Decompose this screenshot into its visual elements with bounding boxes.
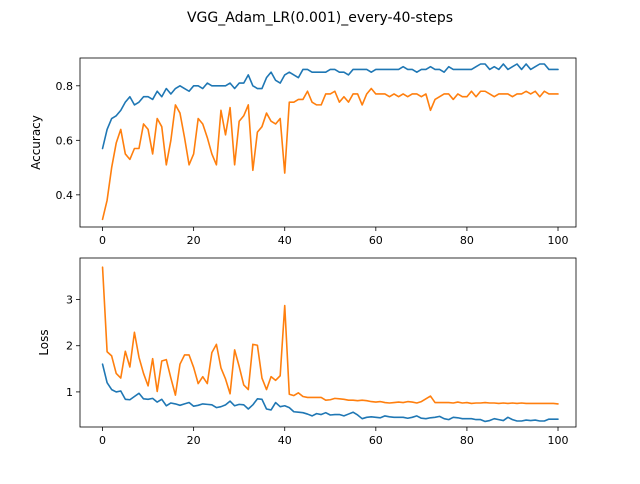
loss-x-tick-label: 100: [548, 434, 569, 447]
accuracy-x-tick-label: 40: [278, 234, 292, 247]
accuracy-y-tick-label: 0.4: [56, 189, 74, 202]
accuracy-series-orange-line: [101, 87, 559, 221]
accuracy-x-tick-label: 20: [187, 234, 201, 247]
loss-series-blue-line: [101, 363, 559, 423]
accuracy-panel: 0 20 40 60 80 100 0.4 0.6 0.8 Accuracy: [29, 57, 577, 247]
loss-x-tick-label: 20: [187, 434, 201, 447]
accuracy-x-tick-label: 100: [548, 234, 569, 247]
accuracy-x-tick-label: 60: [369, 234, 383, 247]
accuracy-axes-frame: [79, 57, 577, 228]
accuracy-lines: [101, 63, 559, 221]
accuracy-ticks: 0 20 40 60 80 100 0.4 0.6 0.8: [56, 80, 569, 247]
accuracy-y-tick-label: 0.8: [56, 80, 74, 93]
accuracy-y-tick-label: 0.6: [56, 134, 74, 147]
accuracy-x-tick-label: 80: [460, 234, 474, 247]
figure-title: VGG_Adam_LR(0.001)_every-40-steps: [187, 10, 453, 26]
accuracy-series-blue-line: [101, 63, 559, 150]
loss-x-tick-label: 60: [369, 434, 383, 447]
loss-ticks: 0 20 40 60 80 100 1 2 3: [66, 294, 569, 447]
loss-y-tick-label: 1: [66, 386, 73, 399]
loss-panel: 0 20 40 60 80 100 1 2 3 Loss: [37, 257, 577, 447]
loss-y-axis-label: Loss: [37, 329, 51, 355]
loss-y-tick-label: 3: [66, 294, 73, 307]
loss-x-tick-label: 40: [278, 434, 292, 447]
loss-x-tick-label: 0: [99, 434, 106, 447]
loss-lines: [101, 266, 559, 423]
loss-x-tick-label: 80: [460, 434, 474, 447]
loss-axes-frame: [79, 257, 577, 428]
loss-series-orange-line: [101, 266, 559, 405]
loss-y-tick-label: 2: [66, 340, 73, 353]
accuracy-x-tick-label: 0: [99, 234, 106, 247]
accuracy-y-axis-label: Accuracy: [29, 115, 43, 170]
